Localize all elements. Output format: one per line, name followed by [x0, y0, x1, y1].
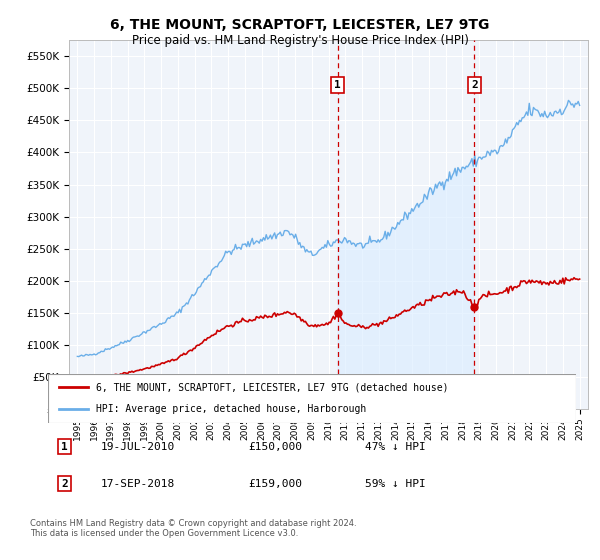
- Text: 17-SEP-2018: 17-SEP-2018: [101, 479, 175, 489]
- Text: £150,000: £150,000: [248, 442, 302, 451]
- Text: 2: 2: [61, 479, 68, 489]
- Text: 1: 1: [334, 80, 341, 90]
- Text: 1: 1: [61, 442, 68, 451]
- Text: £159,000: £159,000: [248, 479, 302, 489]
- Text: HPI: Average price, detached house, Harborough: HPI: Average price, detached house, Harb…: [95, 404, 366, 414]
- Text: 59% ↓ HPI: 59% ↓ HPI: [365, 479, 425, 489]
- Text: 47% ↓ HPI: 47% ↓ HPI: [365, 442, 425, 451]
- Text: 6, THE MOUNT, SCRAPTOFT, LEICESTER, LE7 9TG (detached house): 6, THE MOUNT, SCRAPTOFT, LEICESTER, LE7 …: [95, 382, 448, 393]
- Text: 6, THE MOUNT, SCRAPTOFT, LEICESTER, LE7 9TG: 6, THE MOUNT, SCRAPTOFT, LEICESTER, LE7 …: [110, 18, 490, 32]
- Text: Price paid vs. HM Land Registry's House Price Index (HPI): Price paid vs. HM Land Registry's House …: [131, 34, 469, 46]
- Text: Contains HM Land Registry data © Crown copyright and database right 2024.: Contains HM Land Registry data © Crown c…: [30, 520, 356, 529]
- Text: This data is licensed under the Open Government Licence v3.0.: This data is licensed under the Open Gov…: [30, 530, 298, 539]
- Text: 19-JUL-2010: 19-JUL-2010: [101, 442, 175, 451]
- Text: 2: 2: [471, 80, 478, 90]
